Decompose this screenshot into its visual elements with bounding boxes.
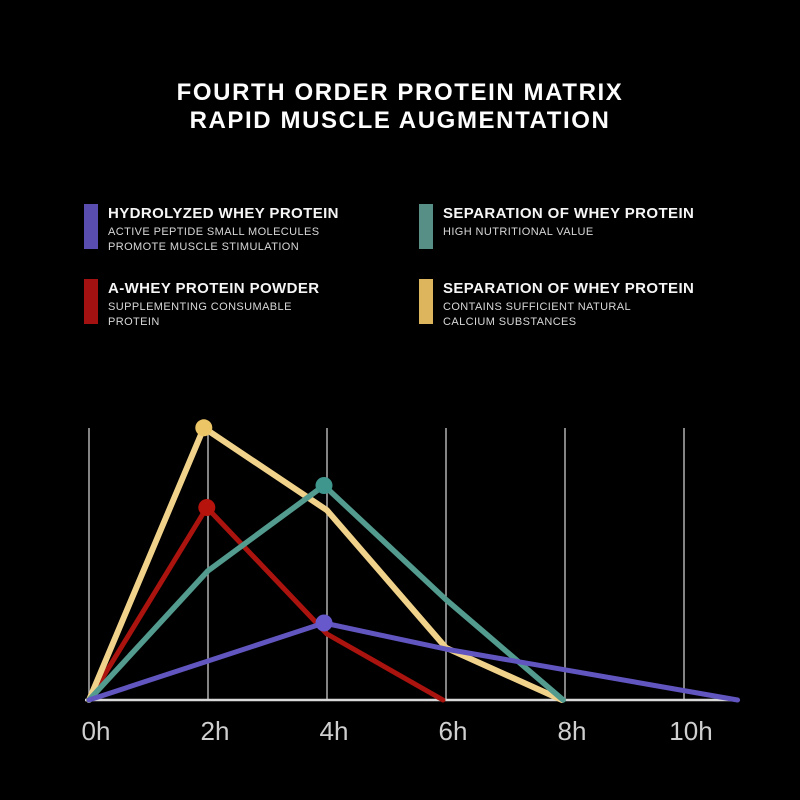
page-title-line1: FOURTH ORDER PROTEIN MATRIX <box>176 79 624 106</box>
legend-item-desc: ACTIVE PEPTIDE SMALL MOLECULES PROMOTE M… <box>108 226 320 253</box>
legend-item-desc: HIGH NUTRITIONAL VALUE <box>443 226 594 238</box>
legend-swatch-teal <box>419 204 433 249</box>
legend-item-title: A-WHEY PROTEIN POWDER <box>108 280 320 297</box>
legend-item-separation-whey-nutrition: SEPARATION OF WHEY PROTEIN HIGH NUTRITIO… <box>419 204 729 249</box>
legend-swatch-gold <box>419 279 433 324</box>
separation-whey-protein-calcium-line <box>86 424 565 703</box>
hydrolyzed-whey-protein-line <box>86 620 741 703</box>
legend-item-separation-whey-calcium: SEPARATION OF WHEY PROTEIN CONTAINS SUFF… <box>419 279 729 330</box>
page-title: FOURTH ORDER PROTEIN MATRIX RAPID MUSCLE… <box>0 79 800 135</box>
legend-item-title: SEPARATION OF WHEY PROTEIN <box>443 205 695 222</box>
chart-area: 0h 2h 4h 6h 8h 10h <box>0 395 800 765</box>
separation-whey-protein-calcium-peak-dot <box>195 419 213 437</box>
legend-item-hydrolyzed-whey-protein: HYDROLYZED WHEY PROTEIN ACTIVE PEPTIDE S… <box>84 204 384 255</box>
x-tick-label-4h: 4h <box>320 716 349 746</box>
a-whey-protein-powder-line <box>86 505 446 703</box>
hydrolyzed-whey-protein-peak-dot <box>315 614 333 632</box>
x-tick-label-0h: 0h <box>82 716 111 746</box>
legend-item-title: HYDROLYZED WHEY PROTEIN <box>108 205 339 222</box>
legend-swatch-red <box>84 279 98 324</box>
separation-whey-protein-nutrition-peak-dot <box>315 477 333 494</box>
protein-absorption-chart: 0h 2h 4h 6h 8h 10h <box>82 419 741 746</box>
page-title-line2: RAPID MUSCLE AUGMENTATION <box>189 107 611 134</box>
x-tick-label-10h: 10h <box>669 716 712 746</box>
legend-item-a-whey-protein-powder: A-WHEY PROTEIN POWDER SUPPLEMENTING CONS… <box>84 279 384 330</box>
legend-swatch-purple <box>84 204 98 249</box>
legend-item-desc: SUPPLEMENTING CONSUMABLE PROTEIN <box>108 301 292 328</box>
x-tick-label-8h: 8h <box>558 716 587 746</box>
legend-item-desc: CONTAINS SUFFICIENT NATURAL CALCIUM SUBS… <box>443 301 632 328</box>
x-tick-label-6h: 6h <box>439 716 468 746</box>
legend-item-title: SEPARATION OF WHEY PROTEIN <box>443 280 695 297</box>
x-tick-label-2h: 2h <box>201 716 230 746</box>
a-whey-protein-powder-peak-dot <box>198 499 216 516</box>
